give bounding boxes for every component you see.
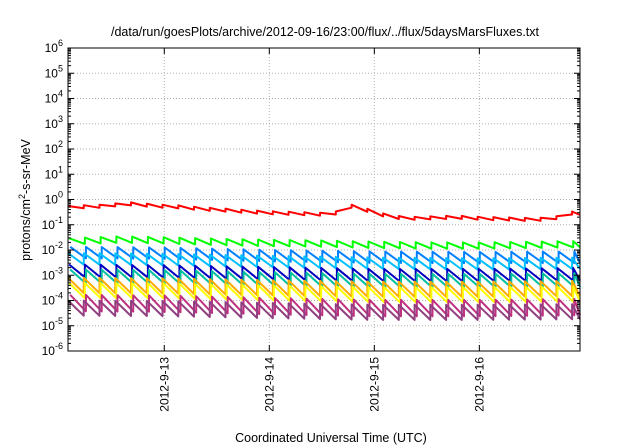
y-tick-label: 102 <box>45 139 63 156</box>
series-line <box>68 263 581 283</box>
series-line <box>67 299 581 321</box>
y-tick-label: 10-2 <box>42 240 63 257</box>
y-tick-label: 10-1 <box>42 215 63 232</box>
y-axis-title-sup: 2 <box>17 194 27 199</box>
grid-lines <box>68 48 580 351</box>
y-axis-title-main: protons/cm <box>19 199 33 261</box>
series-layer <box>67 201 581 321</box>
series-line <box>68 235 581 250</box>
x-tick-label: 2012-9-16 <box>472 357 486 412</box>
y-tick-label: 106 <box>45 38 63 55</box>
y-tick-label: 10-4 <box>42 291 63 308</box>
series-line <box>67 201 581 222</box>
y-tick-label: 10-6 <box>42 341 63 358</box>
y-tick-label: 105 <box>45 63 63 80</box>
x-tick-label: 2012-9-14 <box>262 357 276 412</box>
x-tick-label: 2012-9-13 <box>157 357 171 412</box>
y-axis-title-rest: -s-sr-MeV <box>19 138 33 194</box>
y-tick-label: 103 <box>45 114 63 131</box>
chart-title: /data/run/goesPlots/archive/2012-09-16/2… <box>111 25 540 39</box>
y-tick-label: 10-3 <box>42 265 63 282</box>
series-line <box>67 252 581 271</box>
series-line <box>67 276 581 298</box>
y-tick-label: 104 <box>45 89 63 106</box>
y-tick-label: 100 <box>45 190 63 207</box>
x-axis-title: Coordinated Universal Time (UTC) <box>235 431 427 445</box>
series-line <box>68 282 581 304</box>
y-tick-label: 10-5 <box>42 316 63 333</box>
axes-layer: 10-6 10-5 10-4 10-3 10-2 10-1 100 101 102 103 104 1… <box>42 38 580 412</box>
y-tick-label: 101 <box>45 164 63 181</box>
x-tick-label: 2012-9-15 <box>367 357 381 412</box>
y-axis-title: protons/cm2-s-sr-MeV <box>17 138 33 260</box>
